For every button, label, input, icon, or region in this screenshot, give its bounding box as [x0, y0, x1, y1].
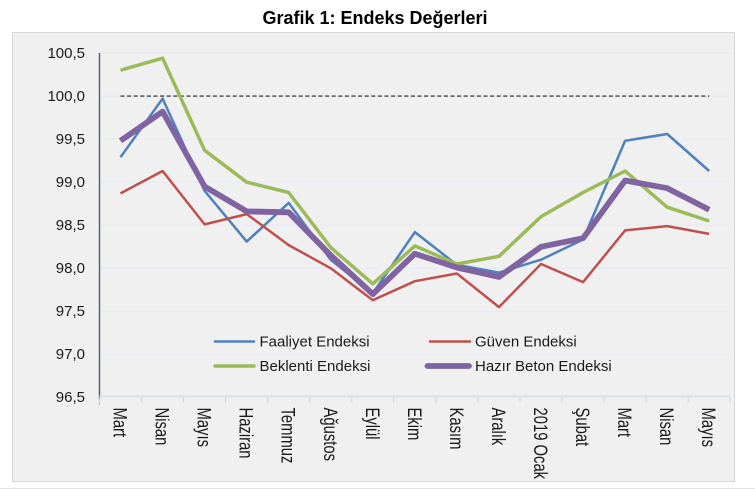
svg-text:Mayıs: Mayıs	[698, 408, 719, 447]
svg-text:Temmuz: Temmuz	[277, 408, 298, 464]
svg-text:Mayıs: Mayıs	[193, 408, 214, 447]
svg-text:Ağustos: Ağustos	[319, 408, 340, 461]
svg-text:99,5: 99,5	[56, 131, 85, 148]
svg-text:Faaliyet Endeksi: Faaliyet Endeksi	[260, 334, 370, 351]
svg-text:Aralık: Aralık	[488, 408, 509, 446]
svg-text:Mart: Mart	[614, 408, 635, 438]
svg-text:Güven Endeksi: Güven Endeksi	[475, 334, 577, 351]
svg-text:Hazır Beton Endeksi: Hazır Beton Endeksi	[475, 358, 612, 375]
svg-text:98,5: 98,5	[56, 217, 85, 234]
svg-text:97,0: 97,0	[56, 346, 85, 363]
svg-text:Şubat: Şubat	[572, 408, 593, 447]
svg-text:Eylül: Eylül	[361, 408, 382, 440]
svg-text:Ekim: Ekim	[403, 408, 424, 441]
svg-text:2019 Ocak: 2019 Ocak	[530, 408, 551, 480]
svg-text:Mart: Mart	[109, 408, 130, 438]
svg-text:Kasım: Kasım	[445, 408, 466, 450]
svg-text:97,5: 97,5	[56, 303, 85, 320]
svg-text:Beklenti Endeksi: Beklenti Endeksi	[260, 358, 371, 375]
svg-text:Nisan: Nisan	[656, 408, 677, 446]
svg-text:Haziran: Haziran	[235, 408, 256, 459]
svg-text:99,0: 99,0	[56, 174, 85, 191]
svg-text:100,0: 100,0	[47, 88, 85, 105]
svg-text:98,0: 98,0	[56, 260, 85, 277]
svg-text:96,5: 96,5	[56, 389, 85, 406]
svg-text:100,5: 100,5	[47, 45, 85, 62]
svg-text:Grafik 1: Endeks Değerleri: Grafik 1: Endeks Değerleri	[262, 8, 487, 28]
svg-text:Nisan: Nisan	[151, 408, 172, 446]
